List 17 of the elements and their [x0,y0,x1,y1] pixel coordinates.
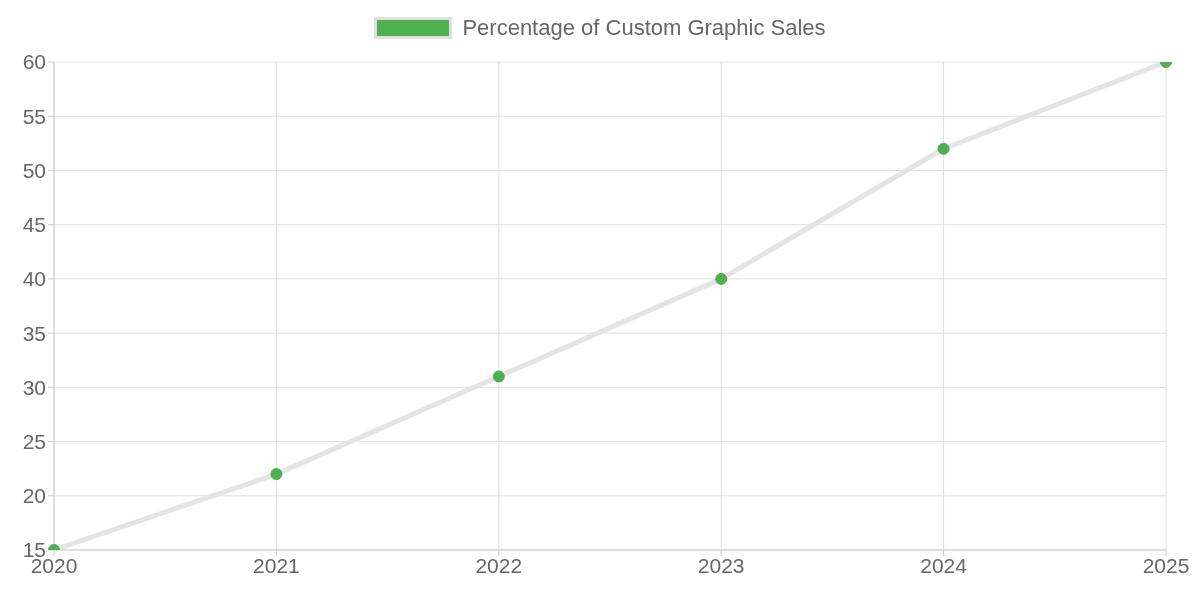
x-tick-label: 2021 [253,553,300,577]
y-tick-label: 30 [22,375,46,399]
y-tick-label: 40 [22,267,46,291]
x-tick-label: 2023 [697,553,745,577]
x-tick-label: 2022 [475,553,523,577]
y-tick-label: 55 [22,104,46,128]
y-tick-label: 35 [22,321,46,345]
y-tick-label: 60 [22,50,46,74]
y-tick-label: 45 [22,213,46,237]
y-tick-label: 50 [22,158,46,182]
point [715,272,728,285]
y-tick-label: 25 [22,430,46,454]
x-tick-label: 2025 [1142,553,1190,577]
y-tick-label: 20 [22,484,46,508]
point [492,370,505,383]
legend-label: Percentage of Custom Graphic Sales [462,15,826,41]
x-tick-label: 2024 [920,553,968,577]
